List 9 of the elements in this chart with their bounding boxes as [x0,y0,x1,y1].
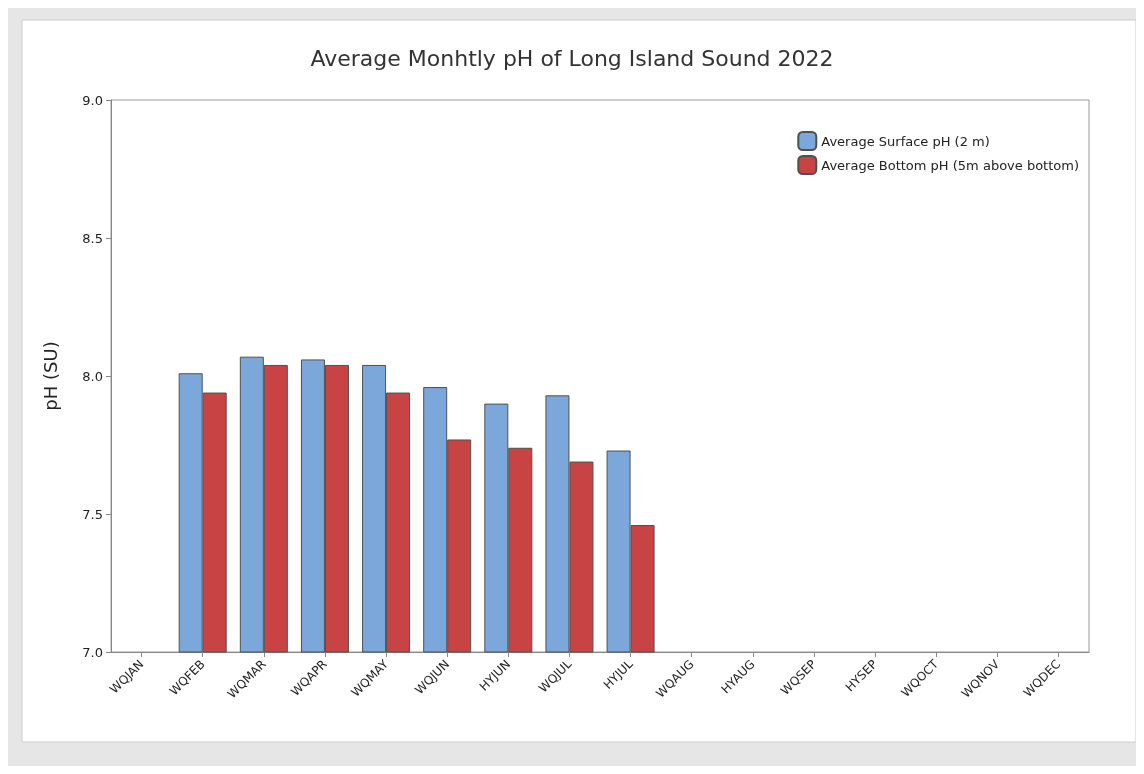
y-tick-label: 8.5 [82,230,103,246]
y-tick-label: 9.0 [82,92,103,108]
y-tick-label: 8.0 [82,368,103,384]
legend-label: Average Surface pH (2 m) [821,133,990,149]
legend-label: Average Bottom pH (5m above bottom) [821,157,1079,173]
y-tick-label: 7.5 [82,506,103,522]
y-axis-title: pH (SU) [39,341,61,411]
y-tick-label: 7.0 [82,644,103,660]
chart-title: Average Monhtly pH of Long Island Sound 2022 [310,45,834,71]
